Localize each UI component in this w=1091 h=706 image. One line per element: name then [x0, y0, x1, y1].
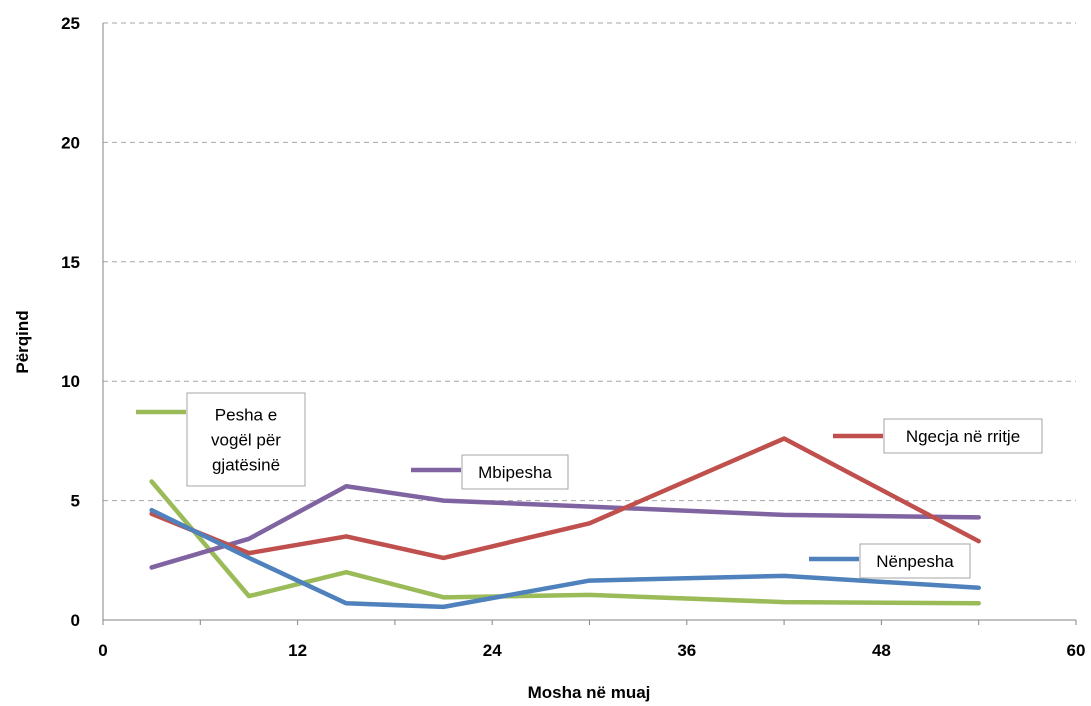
series-label: Nënpesha: [809, 543, 971, 579]
series-labels: Pesha e vogël për gjatësinë Mbipesha Ngecja …: [136, 392, 1043, 579]
series-label: Mbipesha: [411, 454, 569, 490]
y-tick-label: 10: [61, 372, 80, 391]
label-box: [461, 454, 569, 490]
series-line: [149, 479, 981, 606]
x-tick-label: 36: [677, 641, 696, 660]
series-label: Ngecja në rritje: [833, 418, 1043, 454]
series-label-text: Pesha e: [215, 406, 277, 425]
axes: [102, 23, 1077, 625]
series-label-text: gjatësinë: [212, 456, 280, 475]
y-tick-label: 15: [61, 253, 80, 272]
x-tick-label: 12: [288, 641, 307, 660]
x-axis-title: Mosha në muaj: [528, 683, 651, 702]
series-lines: [149, 436, 981, 610]
series-label-text: vogël për: [211, 431, 281, 450]
y-axis-title: Përqind: [13, 310, 32, 373]
series-label-text: Ngecja në rritje: [906, 427, 1020, 446]
x-tick-label: 0: [98, 641, 107, 660]
x-tick-label: 24: [483, 641, 502, 660]
y-tick-label: 25: [61, 14, 80, 33]
y-tick-label: 5: [71, 492, 80, 511]
series-label-text: Mbipesha: [478, 463, 552, 482]
gridlines: [103, 22, 1076, 502]
x-tick-label: 48: [872, 641, 891, 660]
y-tick-label: 0: [71, 611, 80, 630]
label-box: [186, 392, 306, 487]
series-line: [149, 484, 981, 570]
label-box: [883, 418, 1043, 454]
series-line: [149, 436, 981, 561]
y-tick-labels: 0 5 10 15 20 25: [61, 14, 80, 630]
series-label-text: Nënpesha: [876, 552, 954, 571]
x-tick-label: 60: [1067, 641, 1086, 660]
series-label: Pesha e vogël për gjatësinë: [136, 392, 306, 487]
label-box: [859, 543, 971, 579]
series-line: [149, 507, 981, 610]
x-tick-labels: 0 12 24 36 48 60: [98, 641, 1085, 660]
y-tick-label: 20: [61, 133, 80, 152]
